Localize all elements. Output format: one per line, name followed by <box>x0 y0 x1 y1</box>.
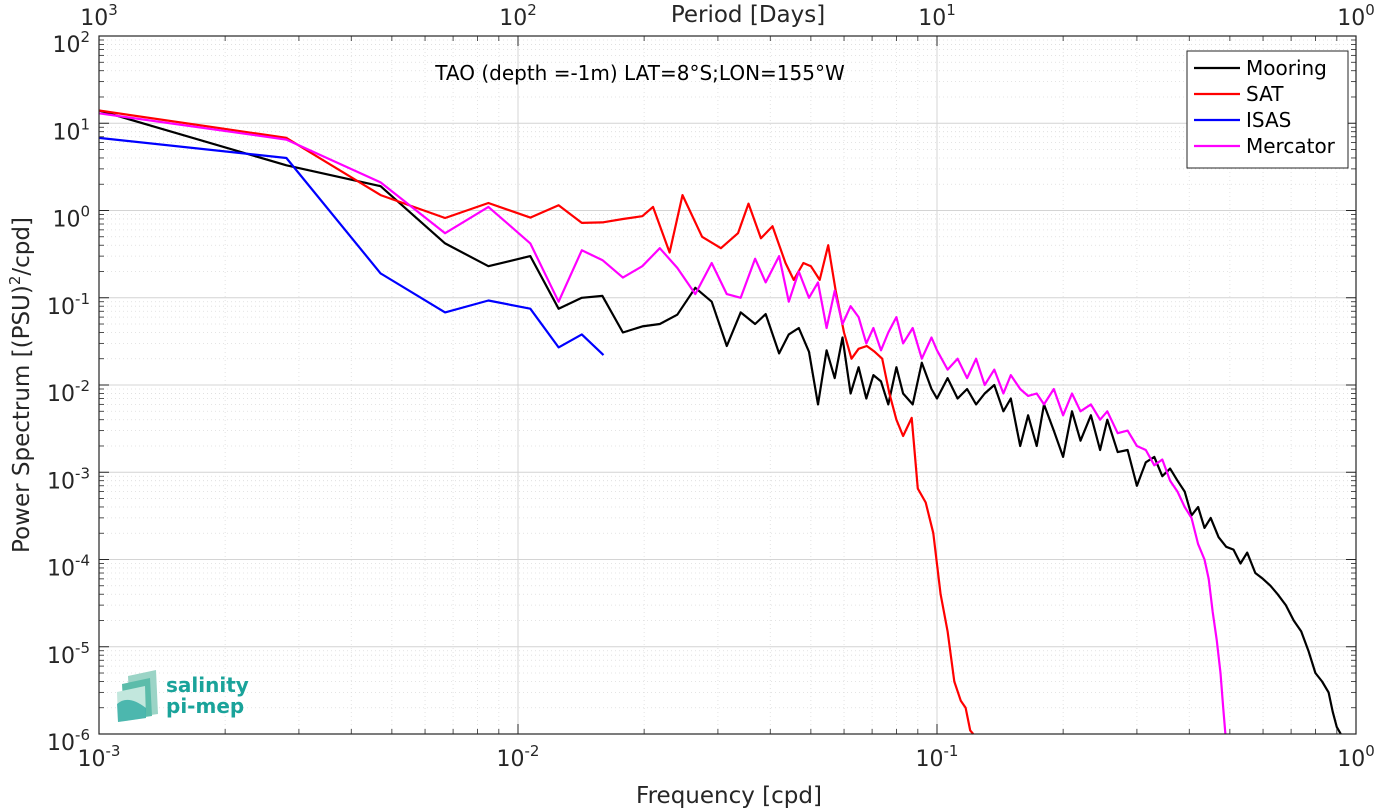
legend-label: SAT <box>1246 82 1284 106</box>
x-axis-title: Frequency [cpd] <box>636 783 822 809</box>
series-line-sat <box>98 109 975 735</box>
y-axis-title: Power Spectrum [(PSU)2/cpd] <box>6 217 35 553</box>
logo-line2: pi-mep <box>166 694 244 718</box>
series-line-mercator <box>98 112 1227 735</box>
series-line-mooring <box>98 109 1342 735</box>
series-layer <box>98 109 1342 735</box>
tick-marks <box>98 35 1357 735</box>
legend-label: Mercator <box>1246 134 1336 158</box>
y-tick-label: 10-2 <box>47 377 90 407</box>
logo-line1: salinity <box>166 673 249 697</box>
legend-label: Mooring <box>1246 56 1327 80</box>
legend-label: ISAS <box>1246 108 1291 132</box>
salinity-pi-mep-logo: salinity pi-mep <box>117 670 249 722</box>
series-line-isas <box>98 136 605 356</box>
y-tick-label: 10-6 <box>47 726 90 756</box>
top-axis-title: Period [Days] <box>671 2 825 28</box>
legend-box <box>1186 50 1349 169</box>
minor-grid <box>99 36 1356 734</box>
x-tick-label: 10-3 <box>78 742 121 772</box>
logo-mark-icon <box>117 670 158 722</box>
plot-title: TAO (depth =-1m) LAT=8°S;LON=155°W <box>434 61 845 85</box>
